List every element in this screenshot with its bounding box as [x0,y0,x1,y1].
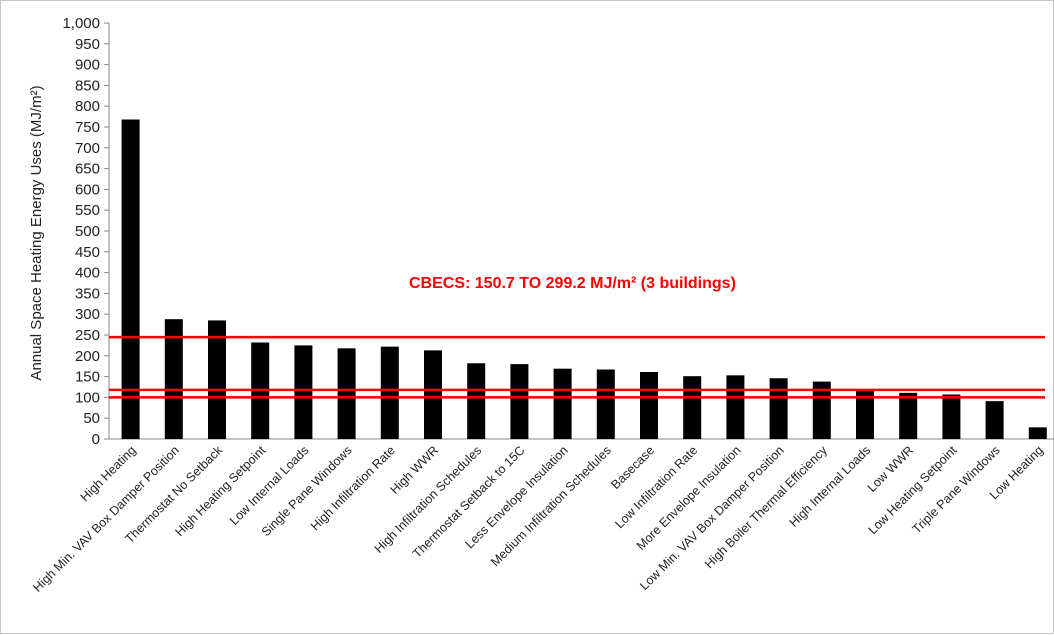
bar [467,363,486,439]
bar [510,364,529,439]
x-category-label: High Infiltration Rate [308,443,398,533]
bar [856,390,874,439]
bar [1028,427,1047,439]
bar [424,350,442,439]
bars [121,119,1047,440]
y-tick-label: 750 [75,119,100,136]
y-tick-label: 0 [92,431,100,448]
bar [640,372,658,439]
bar [769,378,788,439]
y-tick-label: 800 [75,98,100,115]
y-tick-label: 1,000 [62,15,100,32]
y-tick-label: 250 [75,327,100,344]
y-tick-label: 900 [75,57,100,74]
x-category-label: High Internal Loads [787,443,874,530]
y-tick-label: 500 [75,223,100,240]
bar [553,368,572,439]
bar [337,348,356,439]
y-tick-label: 400 [75,265,100,282]
y-tick-label: 700 [75,140,100,157]
x-category-label: Low Internal Loads [227,443,312,528]
y-tick-label: 350 [75,285,100,302]
y-tick-label: 850 [75,77,100,94]
y-tick-label: 650 [75,161,100,178]
y-tick-label: 200 [75,348,100,365]
y-tick-label: 300 [75,306,100,323]
bar [208,320,226,439]
y-axis-label: Annual Space Heating Energy Uses (MJ/m²) [28,85,45,380]
bar [294,345,313,439]
bar [164,319,183,439]
bar [726,375,745,439]
bar [121,119,140,440]
y-axis: 0 50 100 150 200 250 300 350 400 450 500 550 600 650 7… [62,15,1054,448]
y-tick-label: 50 [83,410,100,427]
y-tick-label: 950 [75,36,100,53]
x-category-label: Low Infiltration Rate [612,443,700,531]
bar [380,346,399,439]
cbecs-annotation: CBECS: 150.7 TO 299.2 MJ/m² (3 buildings… [409,275,736,292]
bar [899,392,918,439]
bar [942,394,961,439]
y-tick-label: 100 [75,389,100,406]
y-tick-label: 600 [75,181,100,198]
bar [812,381,831,439]
bar [985,401,1004,439]
y-tick-label: 550 [75,202,100,219]
bar [683,376,702,439]
y-tick-label: 450 [75,244,100,261]
y-tick-label: 150 [75,369,100,386]
reference-lines [109,335,1045,399]
bar [596,369,615,439]
